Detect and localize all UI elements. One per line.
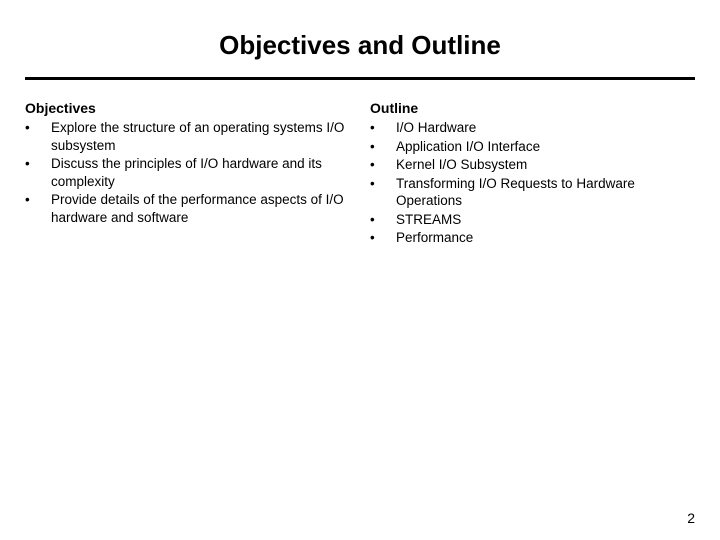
list-item: • Explore the structure of an operating … <box>25 119 350 154</box>
objectives-column: Objectives • Explore the structure of an… <box>25 100 350 248</box>
slide: Objectives and Outline Objectives • Expl… <box>0 0 720 540</box>
bullet-icon: • <box>370 138 396 156</box>
bullet-icon: • <box>370 211 396 229</box>
list-item: • Transforming I/O Requests to Hardware … <box>370 175 695 210</box>
list-item-text: Discuss the principles of I/O hardware a… <box>51 155 350 190</box>
list-item-text: Kernel I/O Subsystem <box>396 156 695 174</box>
list-item-text: Application I/O Interface <box>396 138 695 156</box>
list-item: • Performance <box>370 229 695 247</box>
list-item-text: Performance <box>396 229 695 247</box>
list-item-text: Transforming I/O Requests to Hardware Op… <box>396 175 695 210</box>
columns-container: Objectives • Explore the structure of an… <box>25 100 695 248</box>
list-item: • STREAMS <box>370 211 695 229</box>
page-number: 2 <box>687 510 695 526</box>
list-item-text: Provide details of the performance aspec… <box>51 191 350 226</box>
list-item-text: I/O Hardware <box>396 119 695 137</box>
list-item-text: Explore the structure of an operating sy… <box>51 119 350 154</box>
list-item: • I/O Hardware <box>370 119 695 137</box>
title-divider <box>25 77 695 80</box>
bullet-icon: • <box>370 156 396 174</box>
bullet-icon: • <box>370 229 396 247</box>
bullet-icon: • <box>25 191 51 226</box>
bullet-icon: • <box>25 155 51 190</box>
list-item: • Discuss the principles of I/O hardware… <box>25 155 350 190</box>
bullet-icon: • <box>370 175 396 210</box>
outline-heading: Outline <box>370 100 695 116</box>
objectives-heading: Objectives <box>25 100 350 116</box>
outline-column: Outline • I/O Hardware • Application I/O… <box>370 100 695 248</box>
bullet-icon: • <box>25 119 51 154</box>
page-title: Objectives and Outline <box>25 30 695 61</box>
list-item: • Kernel I/O Subsystem <box>370 156 695 174</box>
bullet-icon: • <box>370 119 396 137</box>
list-item-text: STREAMS <box>396 211 695 229</box>
list-item: • Provide details of the performance asp… <box>25 191 350 226</box>
list-item: • Application I/O Interface <box>370 138 695 156</box>
